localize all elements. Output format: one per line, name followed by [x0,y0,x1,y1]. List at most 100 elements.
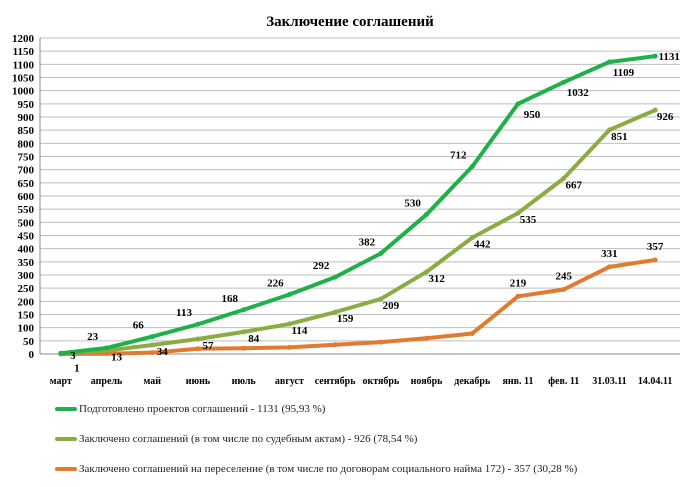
data-point [286,344,292,350]
legend-swatch [55,407,77,411]
data-label: 34 [157,346,169,358]
y-tick-label: 550 [18,204,35,216]
y-tick-label: 1200 [12,33,35,45]
data-point [241,329,247,335]
y-tick-label: 600 [18,191,35,203]
y-tick-label: 1100 [13,59,35,71]
y-tick-label: 100 [18,323,35,335]
data-point [469,164,475,170]
data-point [332,274,338,280]
y-tick-label: 50 [23,336,35,348]
y-tick-label: 450 [18,231,35,243]
x-tick-label: июнь [186,376,211,387]
legend-label: Заключено соглашений (в том числе по суд… [79,433,418,445]
data-label: 245 [555,270,572,282]
data-label: 3 [70,350,76,362]
data-point [606,264,612,270]
data-point [332,309,338,315]
series-line [60,108,656,356]
data-point [606,127,612,133]
y-tick-label: 850 [18,125,35,137]
y-tick-label: 200 [18,296,35,308]
data-label: 926 [657,111,674,123]
data-point [195,321,201,327]
data-point [652,53,658,59]
data-point [286,291,292,297]
data-label: 114 [291,325,307,337]
data-label: 219 [510,277,527,289]
y-tick-label: 400 [18,244,35,256]
data-point [286,321,292,327]
series-line [60,258,656,356]
legend-item-prepared: Подготовлено проектов соглашений - 1131 … [55,403,325,415]
data-point [241,345,247,351]
data-label: 442 [474,239,491,251]
legend-item-resettlement: Заключено соглашений на переселение (в т… [55,463,577,475]
x-tick-label: апрель [91,376,123,387]
data-point [378,296,384,302]
series-line [60,54,656,356]
x-tick-label: май [144,376,162,387]
y-tick-label: 1050 [12,73,35,85]
legend-swatch [55,467,77,471]
data-point [515,101,521,107]
y-tick-label: 150 [18,310,35,322]
y-tick-label: 0 [29,349,35,361]
data-point [424,335,430,341]
y-tick-label: 1150 [13,46,35,58]
y-tick-label: 950 [18,99,35,111]
data-point [606,59,612,65]
data-label: 226 [267,277,284,289]
data-label: 535 [520,214,537,226]
data-point [469,235,475,241]
data-point [332,342,338,348]
data-label: 159 [337,313,354,325]
chart-title: Заключение соглашений [266,14,434,30]
data-point [149,350,155,356]
y-tick-label: 900 [18,112,35,124]
data-label: 331 [601,248,618,260]
y-tick-label: 500 [18,217,35,229]
data-label: 209 [383,300,400,312]
data-point [652,257,658,263]
x-tick-label: март [50,376,72,387]
data-point [378,250,384,256]
data-label: 1 [74,363,80,375]
data-label: 66 [133,320,145,332]
y-tick-label: 800 [18,138,35,150]
x-tick-label: янв. 11 [502,376,533,387]
data-point [195,336,201,342]
data-label: 851 [611,131,628,143]
y-tick-label: 350 [18,257,35,269]
data-label: 1109 [613,67,635,79]
legend-label: Заключено соглашений на переселение (в т… [79,463,578,475]
data-label: 312 [428,273,445,285]
x-tick-label: июль [232,376,257,387]
y-tick-label: 700 [18,165,35,177]
x-tick-label: октябрь [362,376,400,387]
x-tick-label: сентябрь [315,376,357,387]
data-point [149,342,155,348]
data-label: 1032 [567,87,590,99]
data-label: 357 [647,241,664,253]
data-label: 13 [111,352,123,364]
data-point [104,345,110,351]
x-tick-label: ноябрь [411,376,444,387]
data-label: 382 [359,236,376,248]
y-tick-label: 250 [18,283,35,295]
data-point [424,211,430,217]
legend-item-concluded: Заключено соглашений (в том числе по суд… [55,433,417,445]
data-label: 667 [565,179,582,191]
y-tick-label: 1000 [12,86,35,98]
data-label: 57 [203,340,215,352]
data-label: 712 [450,150,467,162]
x-tick-label: 31.03.11 [592,376,626,387]
data-point [241,307,247,313]
data-point [149,334,155,340]
data-label: 84 [248,333,260,345]
data-point [469,330,475,336]
legend-label: Подготовлено проектов соглашений - 1131 … [79,403,326,415]
x-tick-label: фев. 11 [548,376,579,387]
